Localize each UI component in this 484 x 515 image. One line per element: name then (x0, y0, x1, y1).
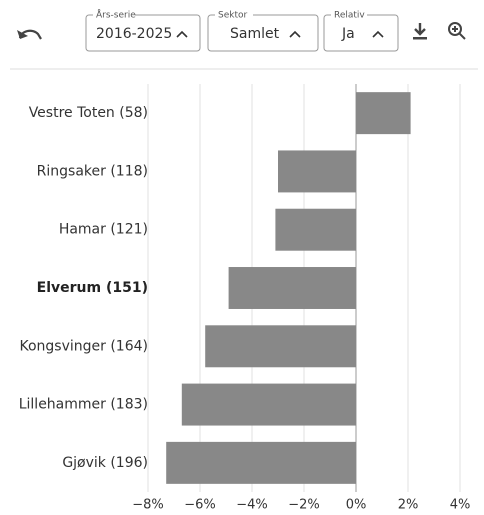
y-tick-label: Kongsvinger (164) (19, 338, 148, 354)
undo-button[interactable] (17, 29, 42, 40)
bar (278, 150, 356, 193)
field-value: 2016-2025 (96, 26, 172, 42)
x-tick-label: 4% (450, 498, 471, 513)
bar (275, 208, 356, 251)
y-tick-label: Elverum (151) (37, 280, 148, 296)
zoom-button[interactable] (448, 22, 466, 40)
field-2[interactable]: Sektor Samlet (207, 9, 319, 52)
x-tick-label: −2% (288, 498, 320, 513)
bar (181, 383, 356, 426)
field-legend: Sektor (218, 11, 247, 21)
plot: −8% −6% −4% −2% 0% 2% 4% Vestre Toten (58) Rings… (19, 84, 471, 513)
x-tick-label: −4% (236, 498, 268, 513)
bar (228, 267, 356, 309)
field-value: Samlet (230, 26, 280, 42)
x-tick-label: 0% (346, 498, 367, 513)
field-value: Ja (341, 26, 355, 42)
y-tick-label: Lillehammer (183) (19, 397, 148, 413)
y-tick-label: Gjøvik (196) (62, 455, 148, 471)
x-tick-label: 2% (398, 498, 419, 513)
bar (205, 325, 356, 368)
y-tick-label: Vestre Toten (58) (29, 105, 148, 121)
x-tick-label: −6% (184, 498, 216, 513)
field-legend: Relativ (334, 11, 365, 21)
field-1[interactable]: Års-serie 2016-2025 (85, 9, 201, 52)
y-tick-label: Ringsaker (118) (37, 163, 148, 179)
bar (166, 441, 356, 484)
download-button[interactable] (413, 23, 427, 40)
field-3[interactable]: Relativ Ja (323, 9, 399, 52)
y-tick-label: Hamar (121) (59, 222, 148, 238)
bar (356, 92, 411, 135)
field-legend: Års-serie (96, 9, 136, 21)
x-tick-label: −8% (132, 498, 164, 513)
